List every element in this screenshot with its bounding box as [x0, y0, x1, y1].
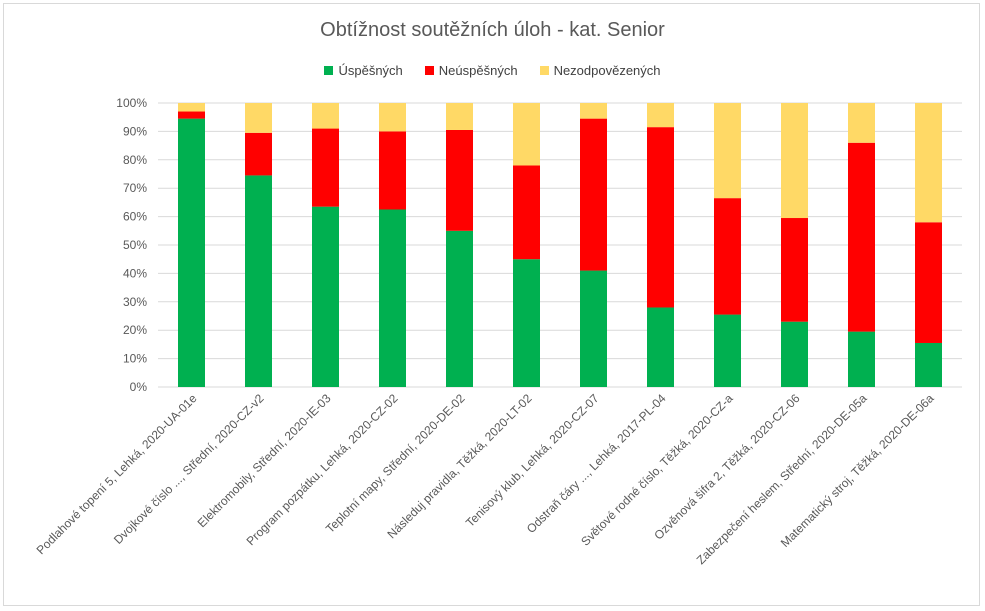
- x-tick-label: Tenisový klub, Lehká, 2020-CZ-07: [463, 391, 602, 530]
- bar-segment: [312, 103, 339, 129]
- bar-segment: [915, 222, 942, 343]
- legend-swatch: [539, 66, 549, 75]
- legend-label: Úspěšných: [338, 63, 403, 78]
- bar-segment: [178, 103, 205, 112]
- bar-segment: [379, 131, 406, 210]
- bar-segment: [513, 103, 540, 166]
- legend-label: Neúspěšných: [438, 63, 518, 78]
- y-tick-label: 60%: [123, 210, 147, 224]
- legend-label: Nezodpovězených: [553, 63, 661, 78]
- bar-segment: [915, 103, 942, 223]
- legend-swatch: [324, 66, 334, 75]
- y-tick-label: 80%: [123, 153, 147, 167]
- bar-segment: [312, 128, 339, 207]
- legend-swatch: [424, 66, 434, 75]
- bar-segment: [781, 103, 808, 219]
- bar-segment: [714, 314, 741, 387]
- bar-segment: [848, 331, 875, 387]
- bar-segment: [513, 259, 540, 387]
- x-tick-label: Teplotní mapy, Střední, 2020-DE-02: [323, 391, 468, 536]
- bar-segment: [245, 103, 272, 133]
- bar-segment: [513, 165, 540, 260]
- legend: Úspěšných Neúspěšných Nezodpovězených: [0, 63, 985, 78]
- chart-title: Obtížnost soutěžních úloh - kat. Senior: [320, 19, 665, 41]
- y-tick-label: 100%: [116, 96, 147, 110]
- bar-segment: [915, 342, 942, 387]
- bar-segment: [848, 103, 875, 143]
- legend-item: Úspěšných: [324, 63, 403, 78]
- bar-segment: [379, 209, 406, 387]
- bar-segment: [178, 118, 205, 388]
- bar-segment: [647, 127, 674, 308]
- x-tick-label: Následuj pravidla, Těžká, 2020-LT-02: [384, 391, 534, 541]
- bar-segment: [446, 230, 473, 387]
- bar-segment: [781, 218, 808, 322]
- x-tick-label: Ozvěnová šifra 2, Těžká, 2020-CZ-06: [651, 391, 802, 542]
- legend-item: Nezodpovězených: [539, 63, 661, 78]
- x-tick-label: Matematický stroj, Těžká, 2020-DE-06a: [778, 391, 937, 550]
- bar-segment: [245, 175, 272, 387]
- x-tick-label: Světové rodné číslo, Těžká, 2020-CZ-a: [578, 391, 736, 549]
- legend-item: Neúspěšných: [424, 63, 518, 78]
- y-tick-label: 50%: [123, 238, 147, 252]
- bar-segment: [312, 206, 339, 387]
- bar-segment: [580, 118, 607, 271]
- x-tick-label: Elektromobily, Střední, 2020-IE-03: [195, 391, 334, 530]
- bar-segment: [647, 103, 674, 128]
- y-tick-label: 90%: [123, 124, 147, 138]
- x-tick-label: Dvojkové číslo ..., Střední, 2020-CZ-v2: [111, 391, 267, 547]
- y-tick-label: 70%: [123, 181, 147, 195]
- x-tick-label: Program pozpátku, Lehká, 2020-CZ-02: [244, 391, 401, 548]
- x-tick-label: Odstraň čáry ..., Lehká, 2017-PL-04: [524, 391, 669, 536]
- y-tick-label: 20%: [123, 323, 147, 337]
- bar-segment: [580, 103, 607, 119]
- bar-segment: [714, 198, 741, 315]
- bar-segment: [446, 103, 473, 130]
- bar-segment: [245, 132, 272, 176]
- bar-segment: [781, 321, 808, 387]
- y-tick-label: 30%: [123, 295, 147, 309]
- y-tick-label: 0%: [130, 380, 148, 394]
- bar-segment: [178, 111, 205, 119]
- y-tick-label: 40%: [123, 266, 147, 280]
- bar-segment: [647, 307, 674, 387]
- y-tick-label: 10%: [123, 352, 147, 366]
- bar-segment: [848, 142, 875, 332]
- bar-segment: [714, 103, 741, 199]
- bar-segment: [580, 270, 607, 387]
- bar-segment: [446, 129, 473, 231]
- bar-segment: [379, 103, 406, 132]
